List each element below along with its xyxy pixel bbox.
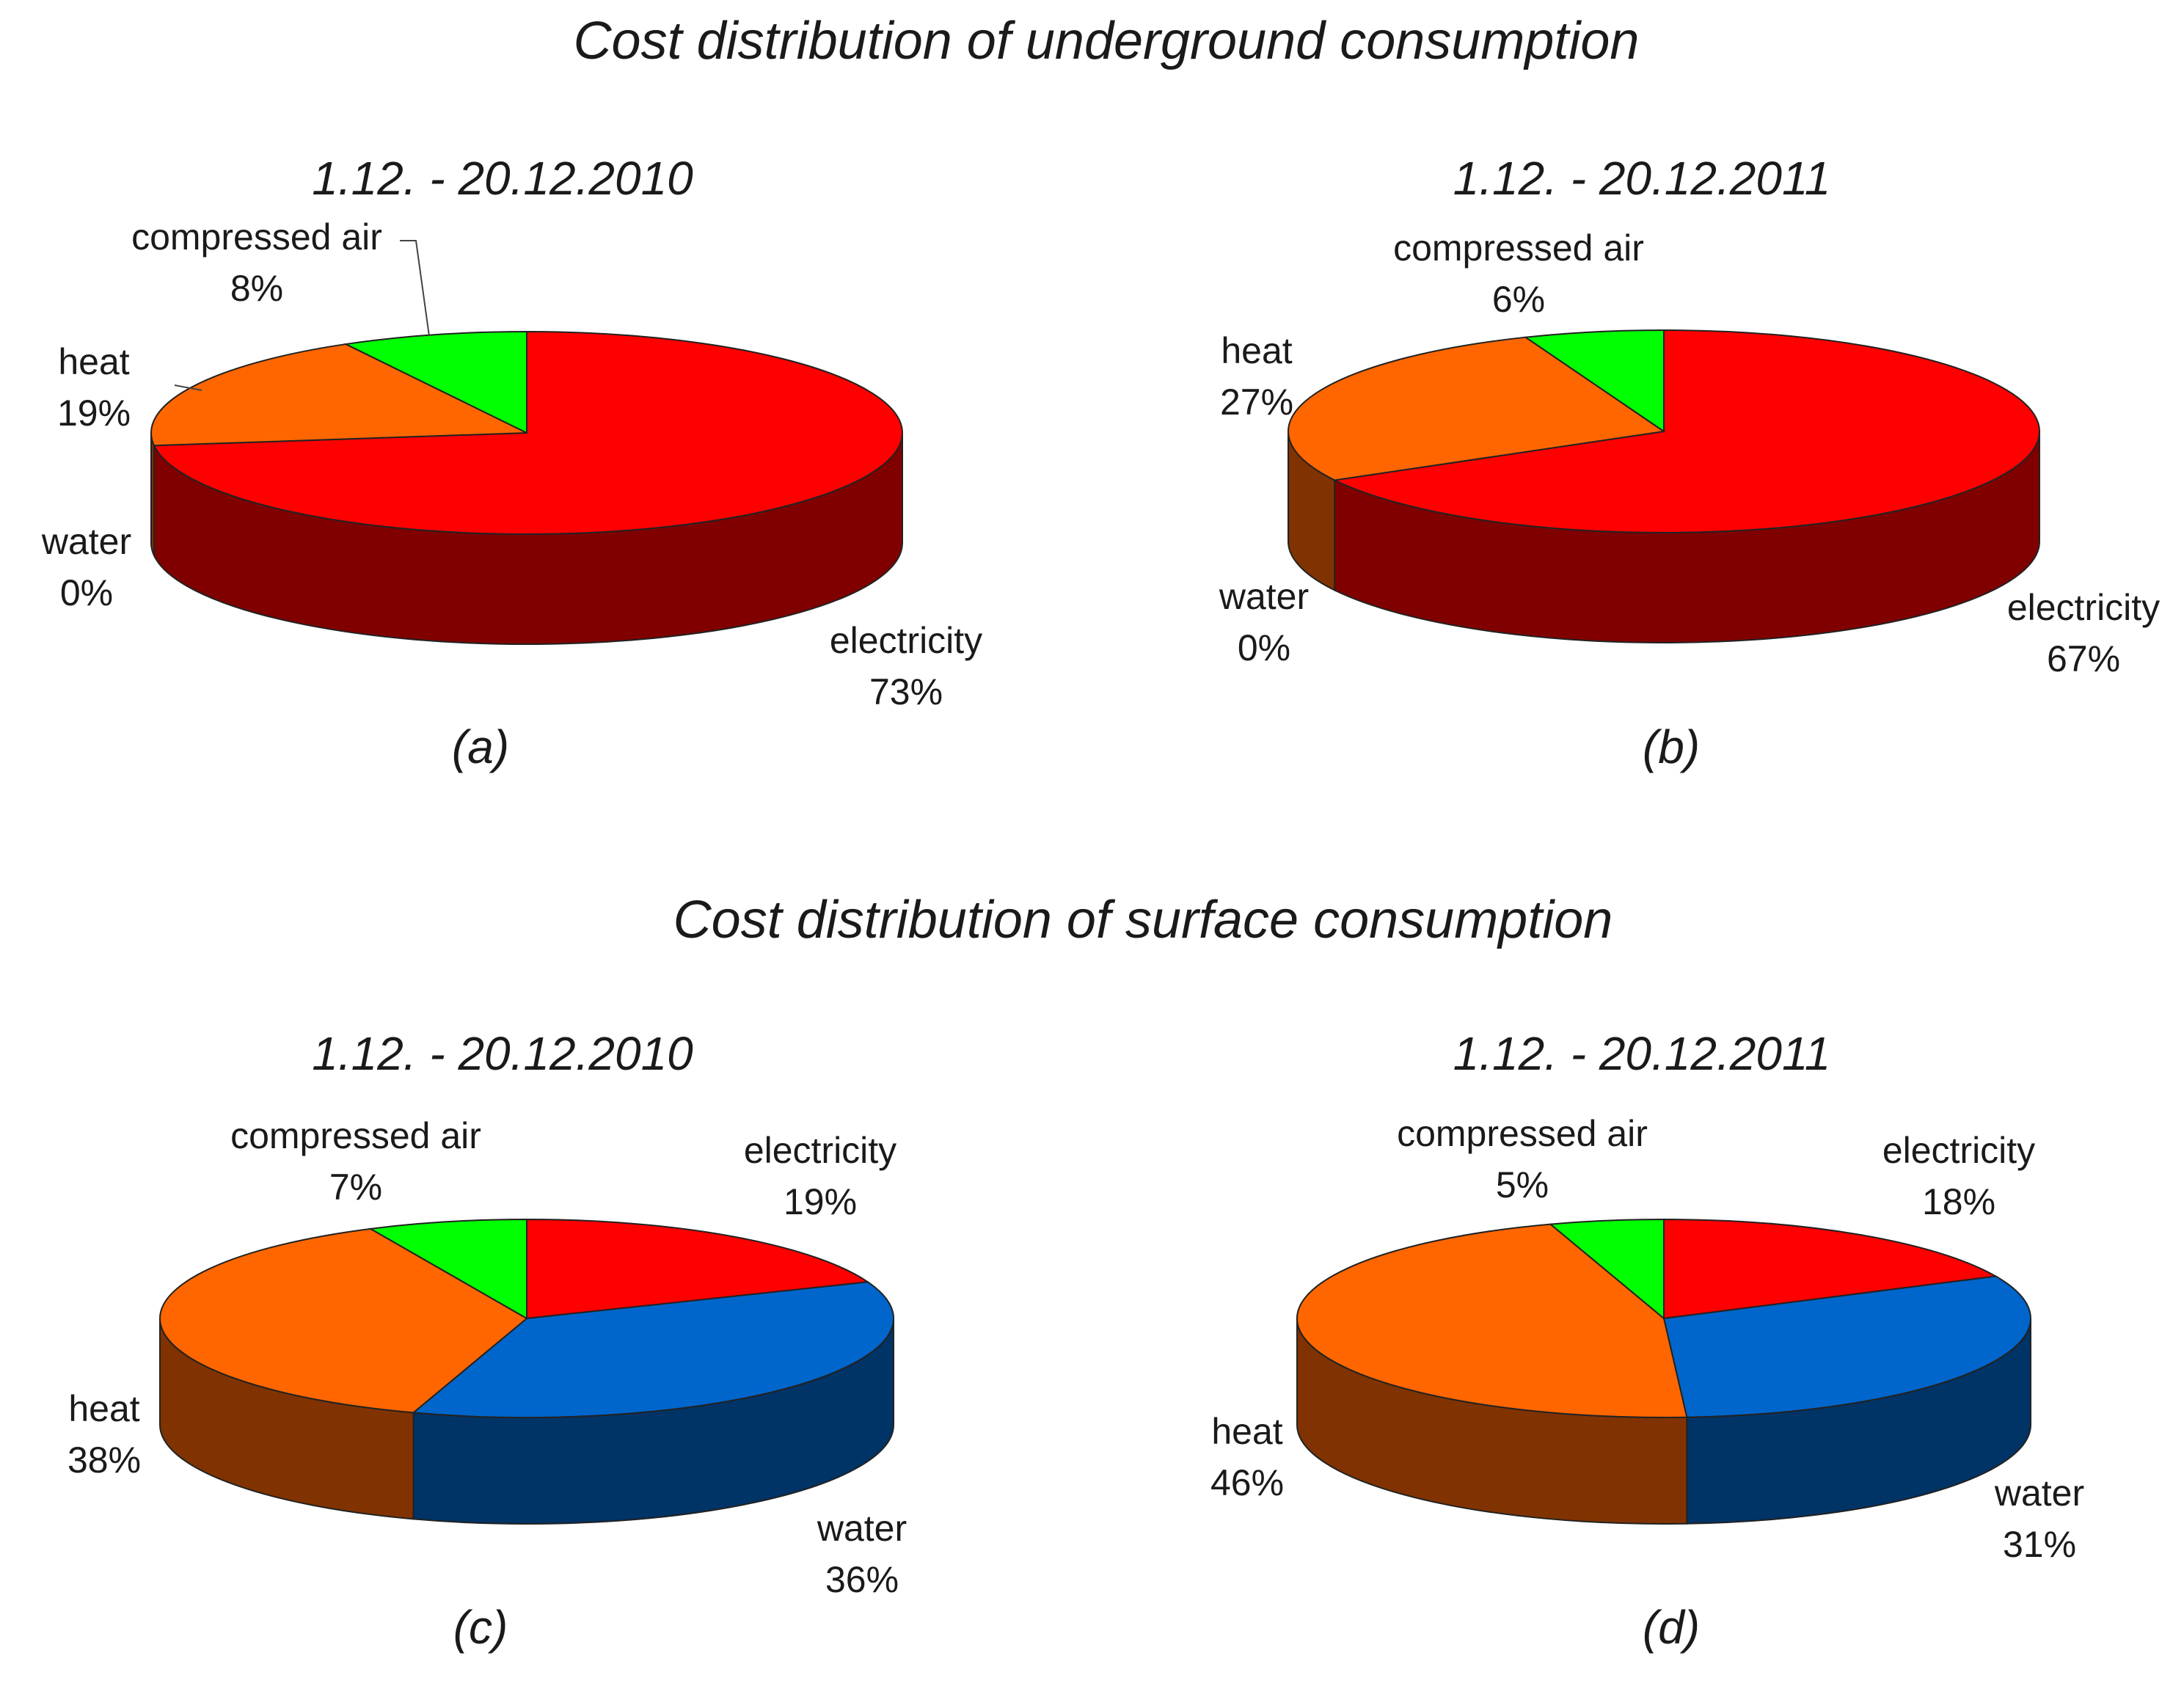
pie-chart-d: 1.12. - 20.12.2011 (d) electricity 18% water… [1210,1027,2084,1654]
chart-title: 1.12. - 20.12.2010 [312,1027,693,1080]
pie-chart-c: 1.12. - 20.12.2010 (c) electricity 19% water… [67,1027,907,1654]
pie-slice-compressed-air [1523,329,1665,433]
pie-slice-heat [1296,1223,1688,1418]
panel-label: (a) [452,720,509,773]
pie-slice-water [1662,1275,2031,1418]
slice-label-water: water [41,521,131,562]
pie-slice-compressed-air [368,1218,527,1320]
slice-value-compressed-air: 7% [329,1167,382,1208]
slice-value-water: 36% [825,1559,899,1600]
slice-value-electricity: 73% [869,671,943,712]
slice-label-heat: heat [1221,330,1292,371]
slice-value-compressed-air: 6% [1492,279,1545,320]
slice-label-water: water [817,1508,907,1549]
slice-label-electricity: electricity [1882,1130,2035,1171]
slice-value-compressed-air: 8% [230,268,283,309]
slice-value-electricity: 18% [1922,1181,1995,1222]
pie-slice-heat [150,343,527,447]
slice-label-heat: heat [68,1388,139,1429]
slice-value-water: 0% [1238,627,1290,668]
slice-label-compressed-air: compressed air [131,216,382,258]
section-title-underground: Cost distribution of underground consump… [574,12,1640,70]
slice-value-water: 0% [60,572,113,613]
slice-value-water: 31% [2003,1524,2076,1565]
panel-label: (b) [1643,720,1700,773]
slice-label-electricity: electricity [744,1130,896,1171]
pie-slice-water [411,1281,894,1418]
slice-value-heat: 38% [67,1439,141,1481]
slice-value-electricity: 67% [2047,638,2120,679]
slice-label-heat: heat [58,341,129,382]
slice-label-water: water [1994,1472,2084,1514]
pie-slice-compressed-air [1548,1218,1665,1321]
leader-line-compressed-air [400,240,430,337]
slice-label-compressed-air: compressed air [230,1115,481,1156]
pie-slice-electricity [526,1218,870,1320]
pie-slice-electricity [1663,1218,1998,1320]
slice-label-electricity: electricity [2007,587,2160,628]
chart-title: 1.12. - 20.12.2011 [1453,152,1831,205]
chart-title: 1.12. - 20.12.2010 [312,152,693,205]
pie-slice-compressed-air [343,330,527,434]
pie-slice-heat [159,1227,528,1414]
chart-title: 1.12. - 20.12.2011 [1453,1027,1831,1080]
slice-label-water: water [1219,576,1309,617]
leader-line-heat [174,384,202,391]
slice-value-heat: 46% [1210,1462,1284,1503]
slice-value-compressed-air: 5% [1496,1164,1549,1205]
pie-slice-electricity [153,330,903,535]
panel-label: (d) [1643,1601,1700,1654]
slice-label-electricity: electricity [830,620,982,661]
pie-slice-electricity [1332,329,2040,533]
pie-chart-a: 1.12. - 20.12.2010 (a) electricity 73% water… [41,152,982,773]
slice-value-heat: 19% [57,393,131,434]
slice-label-compressed-air: compressed air [1397,1113,1648,1154]
slice-label-heat: heat [1211,1411,1282,1452]
slice-value-heat: 27% [1220,382,1293,423]
pie-slice-heat [1288,336,1666,481]
slice-label-compressed-air: compressed air [1393,227,1644,269]
panel-label: (c) [453,1601,508,1654]
section-title-surface: Cost distribution of surface consumption [673,891,1613,949]
pie-chart-b: 1.12. - 20.12.2011 (b) electricity 67% water… [1219,152,2160,773]
slice-value-electricity: 19% [784,1181,857,1222]
